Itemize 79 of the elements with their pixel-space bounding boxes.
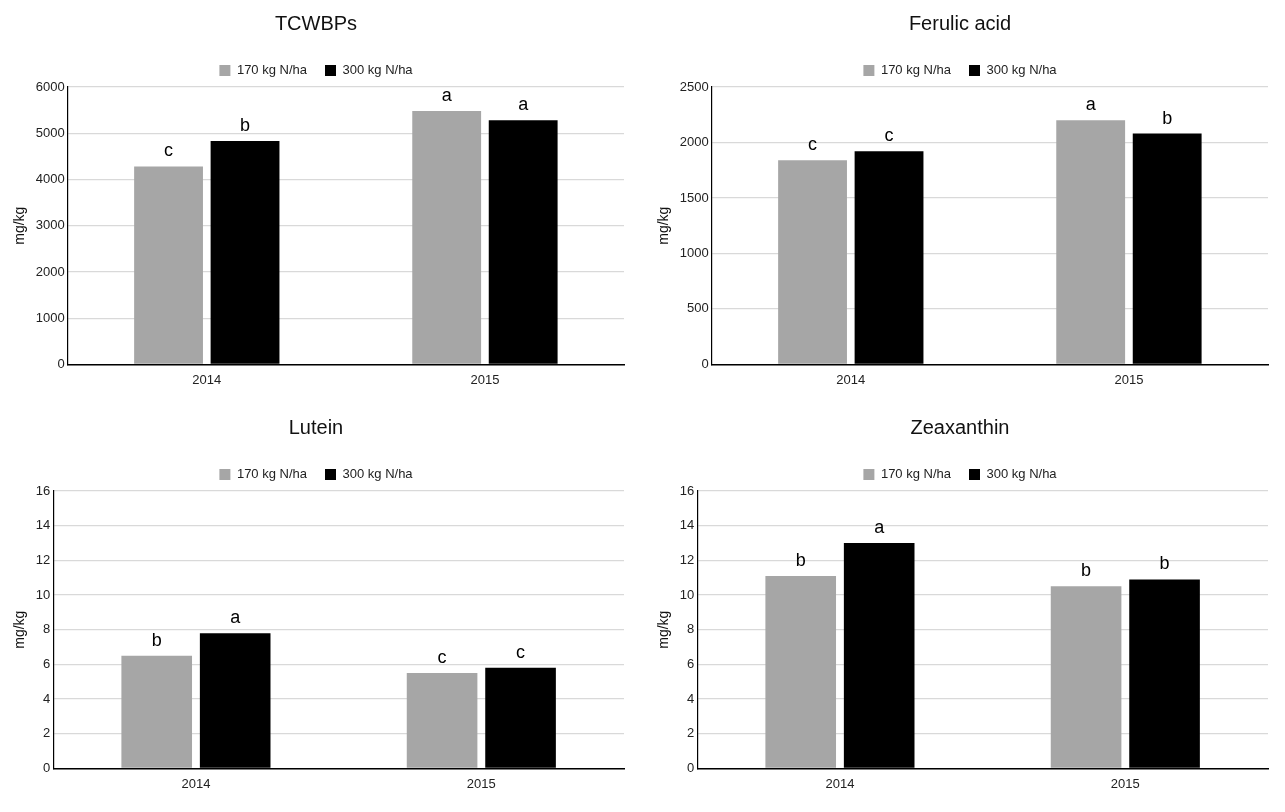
y-tick-label: 0 bbox=[687, 759, 695, 775]
bar bbox=[121, 655, 193, 768]
y-tick-label: 8 bbox=[43, 621, 51, 637]
y-tick-label: 16 bbox=[679, 482, 695, 498]
bar bbox=[412, 111, 482, 364]
legend-label: 300 kg N/ha bbox=[986, 466, 1058, 482]
y-tick-label: 1000 bbox=[679, 245, 709, 261]
annotation: c bbox=[884, 125, 894, 146]
annotation: b bbox=[1159, 553, 1170, 574]
annotation: b bbox=[240, 115, 251, 136]
y-tick-label: 0 bbox=[57, 355, 65, 371]
annotation: a bbox=[518, 94, 530, 115]
annotation: c bbox=[808, 134, 818, 155]
x-tick-label: 2015 bbox=[466, 775, 496, 791]
annotation: c bbox=[516, 641, 526, 662]
x-tick-label: 2014 bbox=[825, 775, 855, 791]
y-tick-label: 4 bbox=[43, 690, 51, 706]
y-tick-label: 12 bbox=[35, 551, 51, 567]
bar bbox=[1056, 120, 1126, 364]
y-tick-label: 10 bbox=[679, 586, 695, 602]
annotation: b bbox=[795, 549, 806, 570]
y-tick-label: 1000 bbox=[35, 309, 65, 325]
y-tick-label: 5000 bbox=[35, 124, 65, 140]
chart-title: TCWBPs bbox=[274, 11, 358, 34]
y-tick-label: 2500 bbox=[679, 78, 709, 94]
legend-label: 170 kg N/ha bbox=[880, 466, 952, 482]
x-tick-label: 2015 bbox=[470, 371, 500, 387]
y-axis-title: mg/kg bbox=[655, 206, 672, 245]
y-tick-label: 14 bbox=[679, 517, 695, 533]
y-tick-label: 2 bbox=[43, 725, 51, 741]
y-axis-title: mg/kg bbox=[655, 610, 672, 649]
annotation: a bbox=[230, 607, 242, 628]
annotation: c bbox=[437, 647, 447, 668]
annotation: b bbox=[1081, 560, 1092, 581]
bar bbox=[778, 160, 847, 364]
y-tick-label: 0 bbox=[43, 759, 51, 775]
annotation: b bbox=[151, 629, 162, 650]
bar bbox=[134, 166, 203, 364]
x-tick-label: 2015 bbox=[1114, 371, 1144, 387]
chart-title: Lutein bbox=[288, 415, 344, 438]
annotation: a bbox=[874, 516, 886, 537]
bar bbox=[406, 673, 478, 768]
annotation: a bbox=[441, 85, 453, 106]
y-tick-label: 2000 bbox=[679, 134, 709, 150]
y-tick-label: 10 bbox=[35, 586, 51, 602]
legend-label: 170 kg N/ha bbox=[236, 62, 308, 78]
x-tick-label: 2014 bbox=[181, 775, 211, 791]
legend-label: 170 kg N/ha bbox=[236, 466, 308, 482]
bar bbox=[1050, 586, 1122, 768]
y-tick-label: 2 bbox=[687, 725, 695, 741]
y-axis-title: mg/kg bbox=[11, 206, 28, 245]
legend-label: 300 kg N/ha bbox=[342, 62, 414, 78]
annotation: a bbox=[1085, 94, 1097, 115]
x-tick-label: 2015 bbox=[1110, 775, 1140, 791]
x-tick-label: 2014 bbox=[192, 371, 222, 387]
y-tick-label: 1500 bbox=[679, 189, 709, 205]
y-tick-label: 500 bbox=[687, 300, 709, 316]
y-tick-label: 6 bbox=[687, 655, 695, 671]
legend-label: 170 kg N/ha bbox=[880, 62, 952, 78]
bar bbox=[765, 575, 837, 768]
chart-title: Ferulic acid bbox=[908, 11, 1012, 34]
y-tick-label: 3000 bbox=[35, 217, 65, 233]
x-tick-label: 2014 bbox=[836, 371, 866, 387]
y-tick-label: 6000 bbox=[35, 78, 65, 94]
y-tick-label: 14 bbox=[35, 517, 51, 533]
y-tick-label: 8 bbox=[687, 621, 695, 637]
annotation: c bbox=[164, 140, 174, 161]
annotation: b bbox=[1162, 107, 1173, 128]
legend-label: 300 kg N/ha bbox=[986, 62, 1058, 78]
y-tick-label: 6 bbox=[43, 655, 51, 671]
y-tick-label: 4 bbox=[687, 690, 695, 706]
y-tick-label: 12 bbox=[679, 551, 695, 567]
y-tick-label: 4000 bbox=[35, 171, 65, 187]
y-tick-label: 16 bbox=[35, 482, 51, 498]
chart-title: Zeaxanthin bbox=[910, 415, 1010, 438]
legend-label: 300 kg N/ha bbox=[342, 466, 414, 482]
y-tick-label: 0 bbox=[701, 355, 709, 371]
y-tick-label: 2000 bbox=[35, 263, 65, 279]
y-axis-title: mg/kg bbox=[11, 610, 28, 649]
